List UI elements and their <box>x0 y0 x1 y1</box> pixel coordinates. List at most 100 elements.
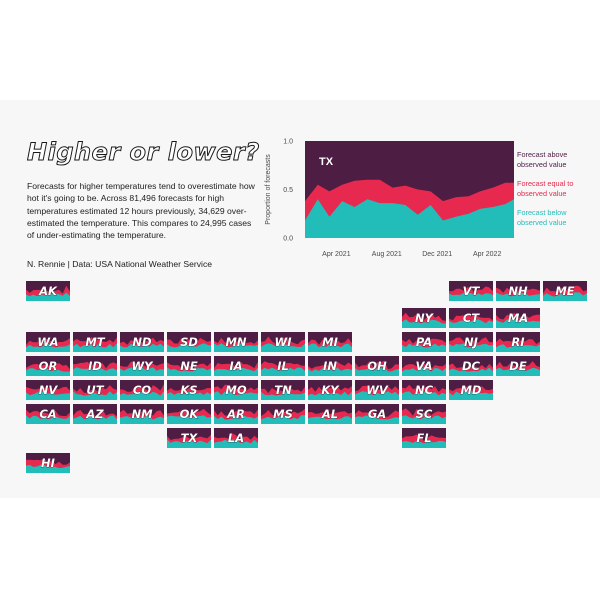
tile-label: SC <box>416 407 433 421</box>
tile-label: OR <box>39 359 58 373</box>
y-tick-label: 0.5 <box>283 187 293 194</box>
tile-WA: WA <box>26 332 70 352</box>
tile-below-area <box>120 391 164 400</box>
tile-below-area <box>308 391 352 400</box>
tile-NM: NM <box>120 404 164 424</box>
tile-ND: ND <box>120 332 164 352</box>
tile-label: CA <box>39 407 56 421</box>
tile-IA: IA <box>214 356 258 376</box>
tile-label: OK <box>180 407 200 421</box>
tile-label: CO <box>133 383 151 397</box>
tile-AR: AR <box>214 404 258 424</box>
tile-NV: NV <box>26 380 70 400</box>
tile-label: MN <box>225 335 246 349</box>
tile-below-area <box>261 343 305 352</box>
tile-OH: OH <box>355 356 399 376</box>
tile-below-area <box>449 319 493 328</box>
main-area-chart: TX 0.0 0.5 1.0 Proportion of forecasts Apr 20… <box>265 139 573 259</box>
tile-below-area <box>26 464 70 473</box>
tile-below-area <box>167 439 211 448</box>
tile-NE: NE <box>167 356 211 376</box>
tile-below-area <box>308 416 352 424</box>
tile-RI: RI <box>496 332 540 352</box>
tile-below-area <box>355 367 399 376</box>
legend-below-line1: Forecast below <box>517 208 567 217</box>
tile-WI: WI <box>261 332 305 352</box>
tile-label: AL <box>321 407 338 421</box>
tile-label: GA <box>368 407 386 421</box>
tile-NY: NY <box>402 308 446 328</box>
tile-MT: MT <box>73 332 117 352</box>
legend-above-line1: Forecast above <box>517 150 567 159</box>
tile-below-area <box>402 439 446 448</box>
tile-label: RI <box>511 335 525 349</box>
tile-TX: TX <box>167 428 211 448</box>
tile-label: OH <box>367 359 387 373</box>
tile-MD: MD <box>449 380 493 400</box>
tile-MN: MN <box>214 332 258 352</box>
tile-label: WI <box>275 335 293 349</box>
tile-below-area <box>214 391 258 400</box>
tile-VT: VT <box>449 281 493 301</box>
tile-WV: WV <box>355 380 399 400</box>
tile-label: MA <box>508 311 528 325</box>
tile-below-area <box>496 292 540 301</box>
tile-below-area <box>402 343 446 352</box>
main-panel-label: TX <box>319 156 334 168</box>
tile-IL: IL <box>261 356 305 376</box>
tile-label: VT <box>463 284 481 298</box>
tile-below-area <box>214 439 258 448</box>
tile-label: MS <box>273 407 293 421</box>
tile-below-area <box>355 415 399 424</box>
tile-label: FL <box>416 431 431 445</box>
tile-label: VA <box>415 359 432 373</box>
tile-below-area <box>120 415 164 424</box>
tile-CT: CT <box>449 308 493 328</box>
tile-below-area <box>449 391 493 400</box>
tile-KS: KS <box>167 380 211 400</box>
tile-UT: UT <box>73 380 117 400</box>
x-tick-label: Apr 2022 <box>473 251 502 258</box>
tile-label: IA <box>229 359 242 373</box>
tile-CO: CO <box>120 380 164 400</box>
tile-label: ME <box>555 284 574 298</box>
tile-below-area <box>402 391 446 400</box>
tile-label: UT <box>86 383 104 397</box>
tile-TN: TN <box>261 380 305 400</box>
tile-label: AR <box>226 407 245 421</box>
tile-MO: MO <box>214 380 258 400</box>
tile-ID: ID <box>73 356 117 376</box>
tile-below-area <box>26 367 70 376</box>
tile-below-area <box>355 391 399 400</box>
tile-label: NJ <box>464 335 479 349</box>
legend-below-line2: observed value <box>517 218 567 227</box>
tile-NJ: NJ <box>449 332 493 352</box>
tile-label: CT <box>463 311 480 325</box>
tile-KY: KY <box>308 380 352 400</box>
tile-GA: GA <box>355 404 399 424</box>
tile-label: NM <box>131 407 153 421</box>
tile-IN: IN <box>308 356 352 376</box>
tile-AZ: AZ <box>73 404 117 424</box>
tile-below-area <box>543 292 587 301</box>
tile-label: MD <box>461 383 482 397</box>
tile-ME: ME <box>543 281 587 301</box>
tile-label: AZ <box>85 407 104 421</box>
tile-label: KS <box>180 383 197 397</box>
tile-SC: SC <box>402 404 446 424</box>
tile-below-area <box>167 391 211 400</box>
tile-DC: DC <box>449 356 493 376</box>
tile-label: NC <box>415 383 434 397</box>
tile-label: TN <box>274 383 292 397</box>
x-tick-label: Dec 2021 <box>422 251 452 258</box>
tile-label: NH <box>508 284 528 298</box>
tile-label: PA <box>416 335 432 349</box>
tile-below-area <box>496 319 540 328</box>
tile-below-area <box>26 292 70 301</box>
tile-below-area <box>73 367 117 376</box>
tile-label: NE <box>180 359 198 373</box>
tile-label: ID <box>88 359 102 373</box>
tile-label: SD <box>180 335 198 349</box>
tile-below-area <box>261 391 305 400</box>
tile-below-area <box>26 391 70 400</box>
